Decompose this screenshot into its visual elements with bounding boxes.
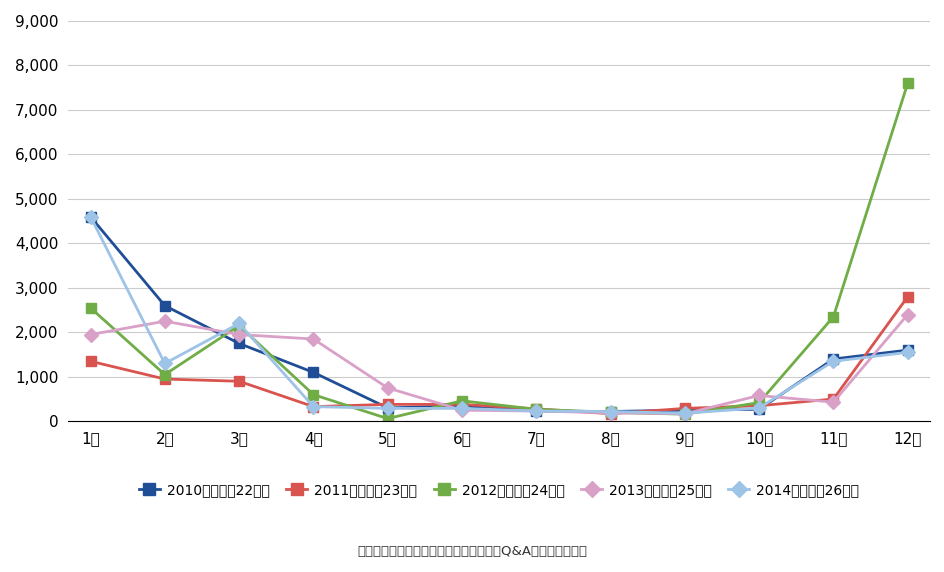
2014年（平成26年） [233,320,244,327]
2013年（平成25年） [752,392,764,399]
2014年（平成26年） [530,408,541,415]
2011年（平成23年） [827,396,838,403]
2011年（平成23年） [902,293,913,300]
2010年（平成22年） [604,408,615,415]
2010年（平成22年） [381,404,393,411]
2012年（平成24年） [679,411,690,418]
Line: 2014年（平成26年）: 2014年（平成26年） [86,212,912,418]
2012年（平成24年） [827,313,838,320]
2013年（平成25年） [827,399,838,406]
2013年（平成25年） [85,331,96,338]
Line: 2011年（平成23年）: 2011年（平成23年） [86,292,912,419]
2010年（平成22年） [456,402,467,409]
2010年（平成22年） [902,347,913,353]
2010年（平成22年） [679,407,690,414]
2014年（平成26年） [679,410,690,417]
2014年（平成26年） [308,403,319,410]
2011年（平成23年） [752,402,764,409]
Legend: 2010年（平成22年）, 2011年（平成23年）, 2012年（平成24年）, 2013年（平成25年）, 2014年（平成26年）: 2010年（平成22年）, 2011年（平成23年）, 2012年（平成24年）… [133,477,864,502]
2012年（平成24年） [233,322,244,329]
2011年（平成23年） [233,378,244,385]
2014年（平成26年） [752,404,764,411]
2010年（平成22年） [530,408,541,415]
2013年（平成25年） [381,384,393,391]
2013年（平成25年） [604,410,615,416]
2010年（平成22年） [233,340,244,347]
2014年（平成26年） [604,408,615,415]
2013年（平成25年） [456,407,467,414]
2012年（平成24年） [456,398,467,404]
Text: 参考：厚生労働省ノロウイルスに関するQ&A　月別発生状況: 参考：厚生労働省ノロウイルスに関するQ&A 月別発生状況 [357,545,587,558]
Line: 2010年（平成22年）: 2010年（平成22年） [86,212,912,416]
2012年（平成24年） [752,399,764,406]
2014年（平成26年） [381,405,393,412]
Line: 2012年（平成24年）: 2012年（平成24年） [86,78,912,423]
2012年（平成24年） [381,415,393,422]
2012年（平成24年） [530,406,541,413]
2011年（平成23年） [604,410,615,417]
2013年（平成25年） [233,331,244,338]
2012年（平成24年） [159,371,170,378]
2012年（平成24年） [85,304,96,311]
2013年（平成25年） [308,336,319,343]
2014年（平成26年） [159,360,170,367]
Line: 2013年（平成25年）: 2013年（平成25年） [86,309,912,419]
2013年（平成25年） [530,408,541,415]
2012年（平成24年） [308,391,319,398]
2011年（平成23年） [679,405,690,412]
2014年（平成26年） [827,358,838,365]
2011年（平成23年） [85,358,96,365]
2013年（平成25年） [679,410,690,417]
2011年（平成23年） [456,401,467,408]
2010年（平成22年） [752,406,764,413]
2012年（平成24年） [902,80,913,87]
2011年（平成23年） [308,403,319,410]
2013年（平成25年） [902,311,913,318]
2011年（平成23年） [381,401,393,408]
2013年（平成25年） [159,318,170,325]
2014年（平成26年） [902,349,913,356]
2014年（平成26年） [85,213,96,220]
2011年（平成23年） [159,376,170,383]
2014年（平成26年） [456,405,467,412]
2010年（平成22年） [159,302,170,309]
2010年（平成22年） [308,369,319,376]
2012年（平成24年） [604,409,615,416]
2010年（平成22年） [85,213,96,220]
2011年（平成23年） [530,406,541,412]
2010年（平成22年） [827,356,838,363]
